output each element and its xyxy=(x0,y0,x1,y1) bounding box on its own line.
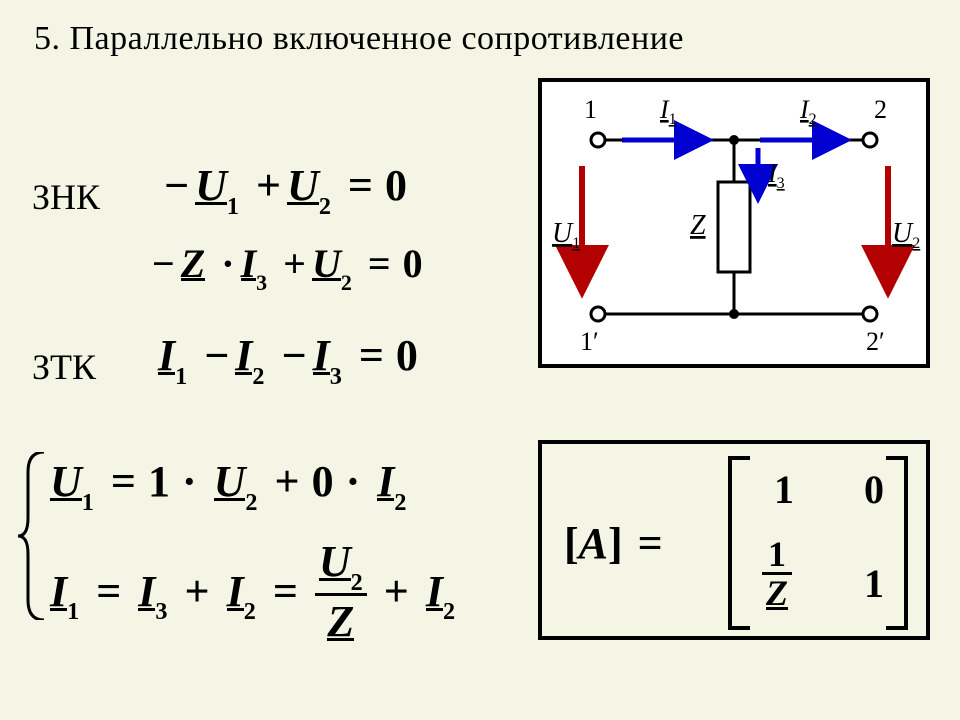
i3-label: I3 xyxy=(767,159,785,192)
equation-system-1: U1 =1· U2 +0· I2 xyxy=(50,456,407,513)
slide-title: 5. Параллельно включенное сопротивление xyxy=(34,18,684,61)
i1-label: I1 xyxy=(659,95,677,128)
matrix-cell-11: 1 xyxy=(774,466,794,513)
equation-system-2: I1 = I3 + I2 = U2 Z + I2 xyxy=(50,540,455,651)
port-2p-label: 2′ xyxy=(866,327,885,356)
matrix-cell-21: 1 Z xyxy=(762,540,792,615)
port-1-label: 1 xyxy=(584,95,597,124)
port-1p-label: 1′ xyxy=(580,327,599,356)
ztk-label: ЗТК xyxy=(32,346,96,388)
z-label: Z xyxy=(690,210,706,241)
matrix-cell-12: 0 xyxy=(864,466,884,513)
equation-kvl-1: −U1 +U2 =0 xyxy=(158,160,413,217)
circuit-diagram: 1 2 1′ 2′ I1 I2 I3 U1 U2 Z xyxy=(538,78,930,368)
equation-kvl-2: −Z ·I3 +U2 =0 xyxy=(146,240,429,292)
i2-label: I2 xyxy=(799,95,817,128)
a-matrix: [A] = 1 0 1 Z 1 xyxy=(538,440,930,640)
znk-label: ЗНК xyxy=(32,176,100,218)
u1-label: U1 xyxy=(552,218,580,252)
u2-label: U2 xyxy=(892,218,920,252)
port-2-label: 2 xyxy=(874,95,887,124)
matrix-cell-22: 1 xyxy=(864,560,884,607)
equation-kcl: I1 −I2 −I3 =0 xyxy=(158,330,424,387)
